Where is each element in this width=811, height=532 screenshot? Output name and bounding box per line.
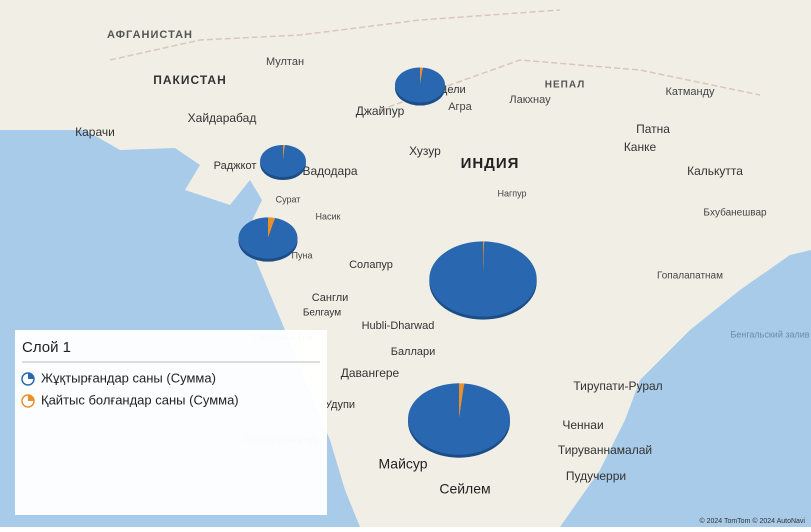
- pie-slice: [408, 383, 510, 455]
- pie-slice: [483, 241, 485, 279]
- map-label: Бхубанешвар: [703, 207, 767, 219]
- map-label: Бенгальский залив: [730, 329, 809, 339]
- map-label: Тирупати-Рурал: [573, 379, 662, 393]
- map-label: ПАКИСТАН: [153, 73, 227, 87]
- bay-of-bengal: [560, 250, 811, 527]
- map-label: Hubli-Dharwad: [362, 320, 435, 332]
- map-label: Вадодара: [302, 164, 357, 178]
- pie-slice: [429, 241, 537, 317]
- legend-icon-slice: [28, 395, 34, 401]
- legend-items: Жұқтырғандар саны (Сумма) Қайтыс болғанда…: [21, 370, 239, 408]
- map-label: Насик: [316, 211, 341, 221]
- pie-slice: [283, 144, 285, 161]
- map-label: Мултан: [266, 56, 304, 68]
- map-label: ИНДИЯ: [461, 155, 520, 172]
- map-label: Сейлем: [439, 481, 490, 497]
- map-label: Канке: [624, 140, 657, 154]
- map-label: Хайдарабад: [188, 111, 257, 125]
- copyright: © 2024 TomTom © 2024 AutoNavi: [699, 517, 805, 525]
- border: [109, 9, 761, 111]
- map-label: Белгаум: [303, 308, 341, 319]
- map-label: Пуна: [292, 250, 313, 260]
- legend-label: Жұқтырғандар саны (Сумма): [41, 370, 216, 385]
- map-label: Удупи: [325, 399, 355, 411]
- map-label: Ченнаи: [562, 418, 603, 432]
- map-label: Патна: [636, 122, 670, 136]
- legend-title: Слой 1: [22, 339, 71, 356]
- map-label: Нагпур: [497, 188, 526, 198]
- map-label: Гопалапатнам: [657, 271, 723, 282]
- map-label: АФГАНИСТАН: [107, 29, 193, 41]
- map-label: Майсур: [378, 456, 427, 472]
- map-label: Хузур: [409, 144, 441, 158]
- map-label: Пудучерри: [566, 469, 626, 483]
- map-label: НЕПАЛ: [545, 80, 585, 91]
- pie-slice: [420, 67, 423, 85]
- map-label: Сурат: [276, 194, 301, 204]
- pie-slice: [459, 383, 465, 419]
- map-label: Агра: [448, 101, 472, 113]
- map-label: Катманду: [666, 86, 715, 98]
- map-label: Солапур: [349, 259, 393, 271]
- pies: [238, 67, 537, 458]
- map-label: Тируваннамалай: [558, 443, 652, 457]
- map-label: Давангере: [341, 366, 400, 380]
- legend-label: Қайтыс болғандар саны (Сумма): [41, 392, 239, 407]
- legend-icon-slice: [28, 373, 34, 379]
- pie-slice: [260, 144, 306, 178]
- map-label: Баллари: [391, 346, 436, 358]
- pie-slice: [268, 217, 276, 238]
- map-label: Сангли: [312, 292, 349, 304]
- map-label: Лакхнау: [509, 94, 551, 106]
- map-label: Карачи: [75, 125, 115, 139]
- map-label: Джайпур: [356, 104, 405, 118]
- pie-slice: [394, 67, 446, 103]
- pie-slice: [238, 217, 298, 259]
- map-label: Раджкот: [214, 160, 257, 172]
- legend-box: [15, 330, 327, 515]
- map-label: Калькутта: [687, 164, 743, 178]
